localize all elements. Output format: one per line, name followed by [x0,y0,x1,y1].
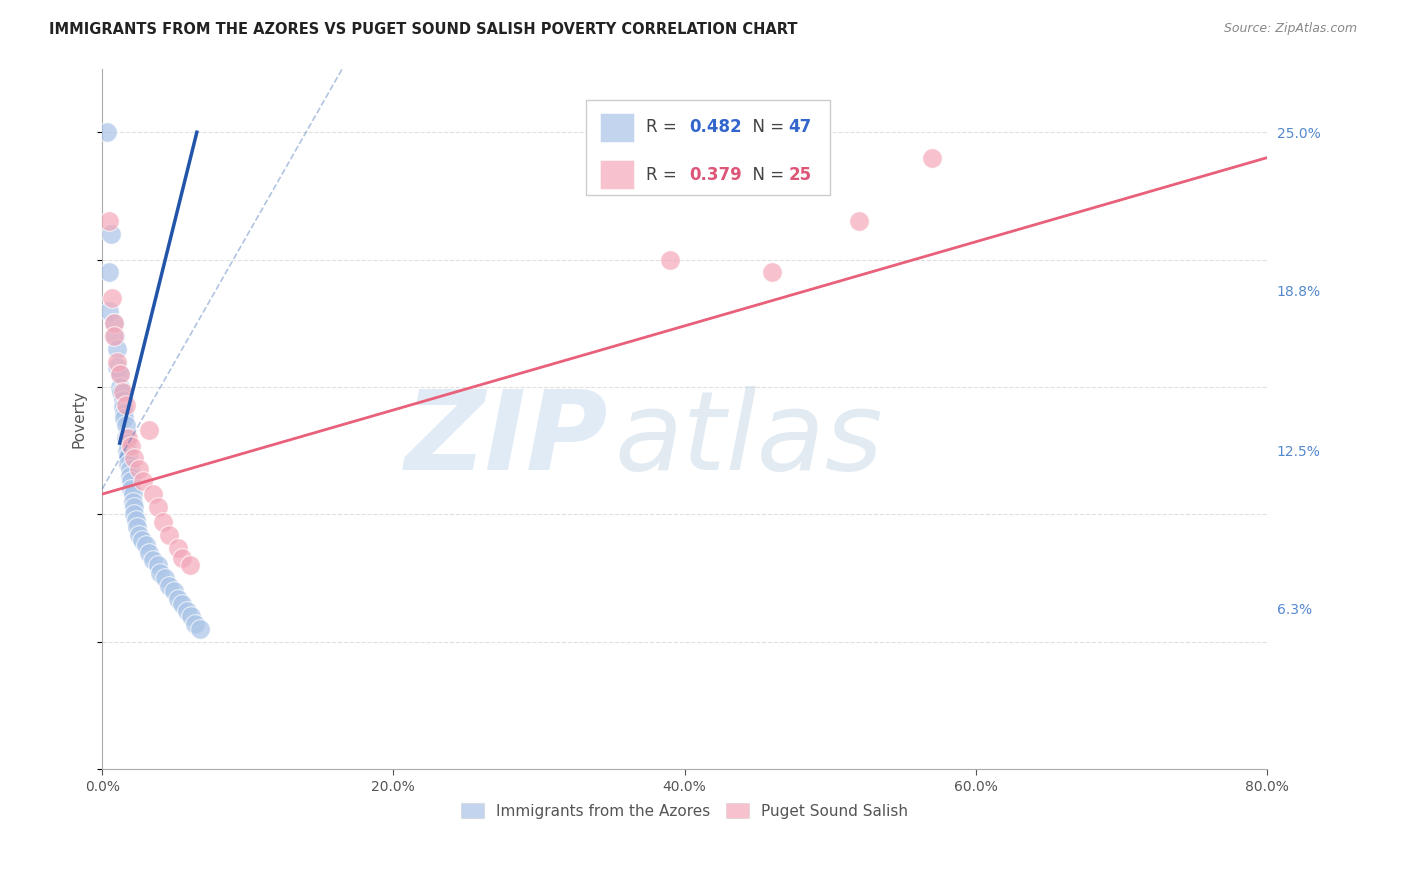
Point [180,609,202,624]
Point [117,457,139,471]
Point [98,214,121,228]
Text: IMMIGRANTS FROM THE AZORES VS PUGET SOUND SALISH POVERTY CORRELATION CHART: IMMIGRANTS FROM THE AZORES VS PUGET SOUN… [49,22,797,37]
Point [120,482,142,496]
Text: N =: N = [741,119,789,136]
Point [112,410,135,425]
Point [98,265,121,279]
Point [176,604,198,618]
Point [848,214,870,228]
Point [115,436,138,450]
Point [111,392,134,407]
Text: N =: N = [741,166,789,184]
Point [142,553,165,567]
Point [761,265,783,279]
Text: 25: 25 [789,166,811,184]
Point [153,571,176,585]
Point [179,558,201,573]
Point [184,617,207,632]
Point [152,515,174,529]
Text: R =: R = [647,119,682,136]
Point [122,451,145,466]
Point [112,405,135,419]
Point [114,431,136,445]
Point [121,487,143,501]
Point [121,494,143,508]
Text: 0.379: 0.379 [689,166,742,184]
Point [120,439,142,453]
Point [188,622,211,636]
Point [146,500,169,514]
Point [114,418,136,433]
Point [108,380,131,394]
Point [921,151,943,165]
Point [105,342,128,356]
Point [162,583,184,598]
Point [110,385,132,400]
Point [157,579,180,593]
Point [111,385,134,400]
Point [142,487,165,501]
Point [103,317,125,331]
Point [131,533,153,547]
Point [157,528,180,542]
Point [118,469,141,483]
Point [120,475,142,489]
Text: 47: 47 [789,119,811,136]
Point [127,520,149,534]
Point [103,329,125,343]
Point [149,566,172,580]
Y-axis label: Poverty: Poverty [72,390,86,448]
FancyBboxPatch shape [585,100,830,194]
Point [167,591,190,606]
Point [122,500,145,514]
Point [132,475,155,489]
Point [103,317,125,331]
Text: Source: ZipAtlas.com: Source: ZipAtlas.com [1223,22,1357,36]
Point [128,461,150,475]
Point [115,443,138,458]
Point [105,359,128,374]
Bar [599,112,634,142]
Point [117,449,139,463]
Point [104,329,127,343]
Text: 0.482: 0.482 [689,119,742,136]
Point [146,558,169,573]
Bar [599,160,634,189]
Point [167,541,190,555]
Text: ZIP: ZIP [405,386,609,493]
Point [138,546,160,560]
Point [98,303,121,318]
Point [101,291,124,305]
Point [114,398,136,412]
Legend: Immigrants from the Azores, Puget Sound Salish: Immigrants from the Azores, Puget Sound … [456,797,914,825]
Point [108,368,131,382]
Point [111,401,134,415]
Point [96,125,118,139]
Point [128,528,150,542]
Point [105,354,128,368]
Point [118,461,141,475]
Point [172,550,194,565]
Point [122,508,145,522]
Point [138,423,160,437]
Point [135,538,157,552]
Point [172,597,194,611]
Text: R =: R = [647,166,682,184]
Text: atlas: atlas [614,386,883,493]
Point [117,431,139,445]
Point [659,252,682,267]
Point [100,227,122,242]
Point [125,512,148,526]
Point [108,368,131,382]
